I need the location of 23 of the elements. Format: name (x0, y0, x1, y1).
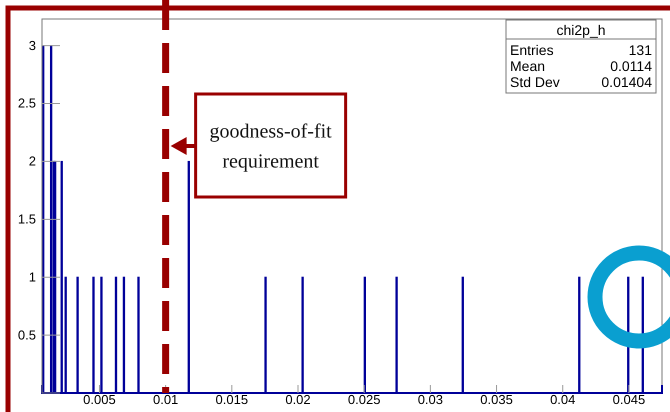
x-tick-label: 0.005 (83, 392, 116, 408)
annotation: chi2p_h (556, 22, 606, 38)
x-tick-label: 0.03 (418, 392, 444, 408)
y-tick-label: 1 (28, 269, 36, 284)
annotation: 131 (628, 42, 652, 58)
x-tick-label: 0.035 (480, 392, 513, 408)
annotation: 0.01404 (601, 74, 652, 90)
x-tick-label: 0.04 (550, 392, 576, 408)
x-tick-label: 0.025 (348, 392, 380, 408)
x-tick-label: 0.045 (612, 392, 646, 408)
x-tick-label: 0.015 (216, 392, 248, 408)
y-tick-label: 0.5 (18, 327, 36, 342)
y-tick-label: 1.5 (18, 211, 36, 226)
x-tick-label: 0.02 (285, 392, 311, 408)
annotation: 0.0114 (610, 58, 652, 74)
y-tick-label: 2.5 (18, 96, 36, 111)
annotation: Entries (510, 42, 554, 58)
x-tick-label: 0.01 (152, 392, 178, 408)
y-tick-label: 3 (28, 38, 36, 53)
annotation: Mean (510, 58, 546, 74)
annotation: Std Dev (510, 74, 560, 90)
y-tick-label: 2 (28, 154, 36, 169)
ref-line-label: goodness-of-fit requirement (210, 120, 332, 172)
